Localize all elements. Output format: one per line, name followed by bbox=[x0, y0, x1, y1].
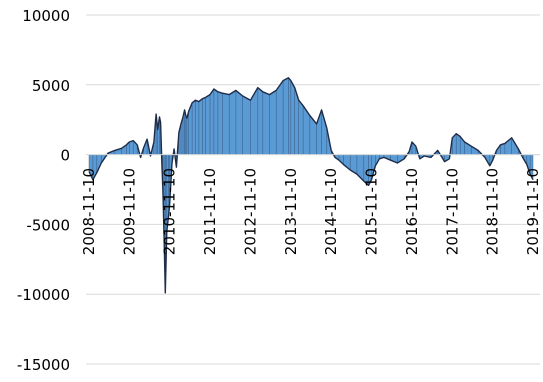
series-area-fill bbox=[89, 77, 533, 293]
series-line bbox=[88, 77, 534, 294]
x-tick-label: 2011-11-10 bbox=[201, 168, 219, 255]
y-tick-label: -5000 bbox=[26, 216, 70, 234]
x-tick-label: 2010-11-10 bbox=[161, 168, 179, 255]
x-tick-label: 2015-11-10 bbox=[363, 168, 381, 255]
x-tick-label: 2018-11-10 bbox=[484, 168, 502, 255]
y-tick-label: -15000 bbox=[17, 356, 70, 374]
x-tick-label: 2009-11-10 bbox=[120, 168, 138, 255]
series-layer bbox=[88, 77, 534, 294]
y-tick-label: 5000 bbox=[32, 77, 70, 95]
x-tick-label: 2016-11-10 bbox=[403, 168, 421, 255]
y-tick-label: 10000 bbox=[22, 7, 70, 25]
x-tick-label: 2008-11-10 bbox=[80, 168, 98, 255]
x-tick-label: 2017-11-10 bbox=[443, 168, 461, 255]
axis-layer: 10000 5000 0 -5000 -10000 -15000 2008-11-10 200… bbox=[17, 7, 542, 374]
grid-lines bbox=[86, 14, 540, 365]
y-tick-label: -10000 bbox=[17, 286, 70, 304]
x-tick-label: 2019-11-10 bbox=[524, 168, 542, 255]
x-tick-label: 2014-11-10 bbox=[322, 168, 340, 255]
y-tick-label: 0 bbox=[60, 147, 70, 165]
x-tick-label: 2013-11-10 bbox=[282, 168, 300, 255]
x-tick-label: 2012-11-10 bbox=[242, 168, 260, 255]
